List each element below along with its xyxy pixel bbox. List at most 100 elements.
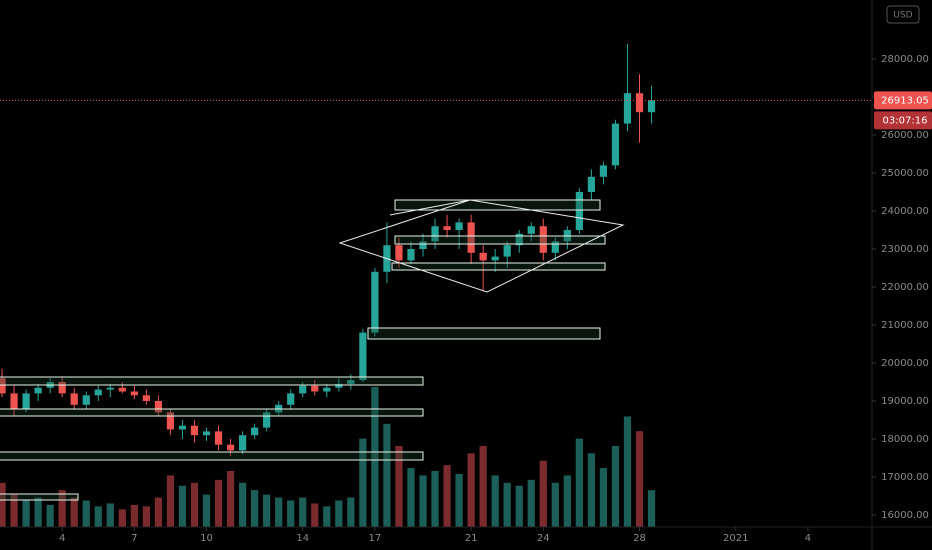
y-tick-label: 17000.00 xyxy=(881,472,929,483)
candle-body xyxy=(226,444,235,451)
candle-body xyxy=(0,378,6,394)
candle-body xyxy=(58,381,66,394)
candle-body xyxy=(70,393,78,405)
y-tick-label: 18000.00 xyxy=(881,434,929,445)
candle-layer xyxy=(0,43,656,457)
currency: USD xyxy=(893,11,912,21)
volume-bar xyxy=(323,506,331,527)
volume-bar xyxy=(34,497,42,527)
candle-body xyxy=(479,252,487,261)
x-tick-label: 4 xyxy=(59,533,65,544)
last-price-badge xyxy=(874,91,932,110)
volume-bar xyxy=(383,423,391,527)
candle-body xyxy=(467,222,475,253)
x-tick-label: 14 xyxy=(296,533,309,544)
candle-body xyxy=(106,387,114,390)
candle-body xyxy=(575,192,583,231)
volume-bar xyxy=(491,475,499,527)
candle-body xyxy=(10,393,18,409)
volume-bar xyxy=(587,453,596,527)
candle-body xyxy=(130,391,138,396)
y-tick-label: 25000.00 xyxy=(881,168,929,179)
volume-bar xyxy=(395,445,403,527)
volume-bar xyxy=(238,482,247,527)
candle-body xyxy=(287,393,295,405)
zone xyxy=(391,262,606,271)
countdown: 03:07:16 xyxy=(883,115,928,126)
zone xyxy=(0,376,424,386)
volume-bar xyxy=(0,482,6,527)
volume-bar xyxy=(467,453,475,527)
candle-body xyxy=(118,387,126,392)
volume-bar xyxy=(82,500,90,527)
volume-bar xyxy=(106,503,114,527)
volume-bar xyxy=(10,494,18,527)
candle-body xyxy=(431,226,439,242)
volume-bar xyxy=(443,465,451,527)
y-tick-label: 21000.00 xyxy=(881,320,929,331)
x-tick-label: 24 xyxy=(537,533,550,544)
y-tick-label: 26000.00 xyxy=(881,130,929,141)
x-tick-label: 2021 xyxy=(723,533,748,544)
volume-bar xyxy=(263,494,271,527)
y-tick-label: 28000.00 xyxy=(881,54,929,65)
x-tick-label: 10 xyxy=(200,533,213,544)
candle-body xyxy=(166,412,175,430)
candle-body xyxy=(503,245,511,257)
volume-bar xyxy=(251,490,259,527)
candle-body xyxy=(455,222,463,231)
volume-bar xyxy=(275,497,283,527)
candle-body xyxy=(311,385,319,392)
candle-body xyxy=(587,176,596,193)
volume-bar xyxy=(623,416,632,527)
diamond-pattern xyxy=(338,199,625,293)
x-tick-label: 28 xyxy=(633,533,646,544)
trend-line xyxy=(389,199,471,216)
candle-body xyxy=(94,389,102,396)
candle-body xyxy=(202,431,211,436)
countdown-badge xyxy=(874,111,932,130)
volume-bar xyxy=(311,503,319,527)
x-tick-label: 7 xyxy=(131,533,137,544)
volume-bar xyxy=(118,509,126,527)
volume-bar xyxy=(635,431,644,527)
volume-bar xyxy=(419,475,427,527)
candle-body xyxy=(407,249,415,261)
candle-body xyxy=(22,393,30,409)
volume-bar xyxy=(479,445,487,527)
candle-body xyxy=(359,332,367,381)
y-tick-label: 16000.00 xyxy=(881,510,929,521)
volume-bar xyxy=(190,482,199,527)
volume-bar xyxy=(94,506,102,527)
y-tick-label: 22000.00 xyxy=(881,282,929,293)
candle-body xyxy=(142,395,150,401)
zone xyxy=(367,327,601,340)
volume-bar xyxy=(611,445,620,527)
candle-body xyxy=(527,226,535,234)
candle-body xyxy=(623,93,632,124)
volume-bar xyxy=(371,387,379,527)
volume-bar xyxy=(142,506,150,527)
candle-body xyxy=(178,425,187,430)
volume-bar xyxy=(347,497,355,527)
volume-bar xyxy=(359,438,367,527)
candle-body xyxy=(611,123,620,166)
candle-body xyxy=(251,427,259,436)
candle-body xyxy=(635,93,644,113)
zone xyxy=(0,493,79,501)
candle-body xyxy=(371,271,379,333)
candle-body xyxy=(34,387,42,394)
candle-body xyxy=(647,100,656,113)
volume-bar xyxy=(539,460,547,527)
volume-bar xyxy=(214,479,223,527)
volume-bar xyxy=(527,479,535,527)
y-tick-label: 19000.00 xyxy=(881,396,929,407)
zone xyxy=(394,235,606,245)
candle-body xyxy=(347,380,355,384)
last-price-label: 26913.05 xyxy=(881,95,929,106)
volume-bar xyxy=(46,504,54,527)
volume-bar xyxy=(70,497,78,527)
volume-bar xyxy=(503,482,511,527)
